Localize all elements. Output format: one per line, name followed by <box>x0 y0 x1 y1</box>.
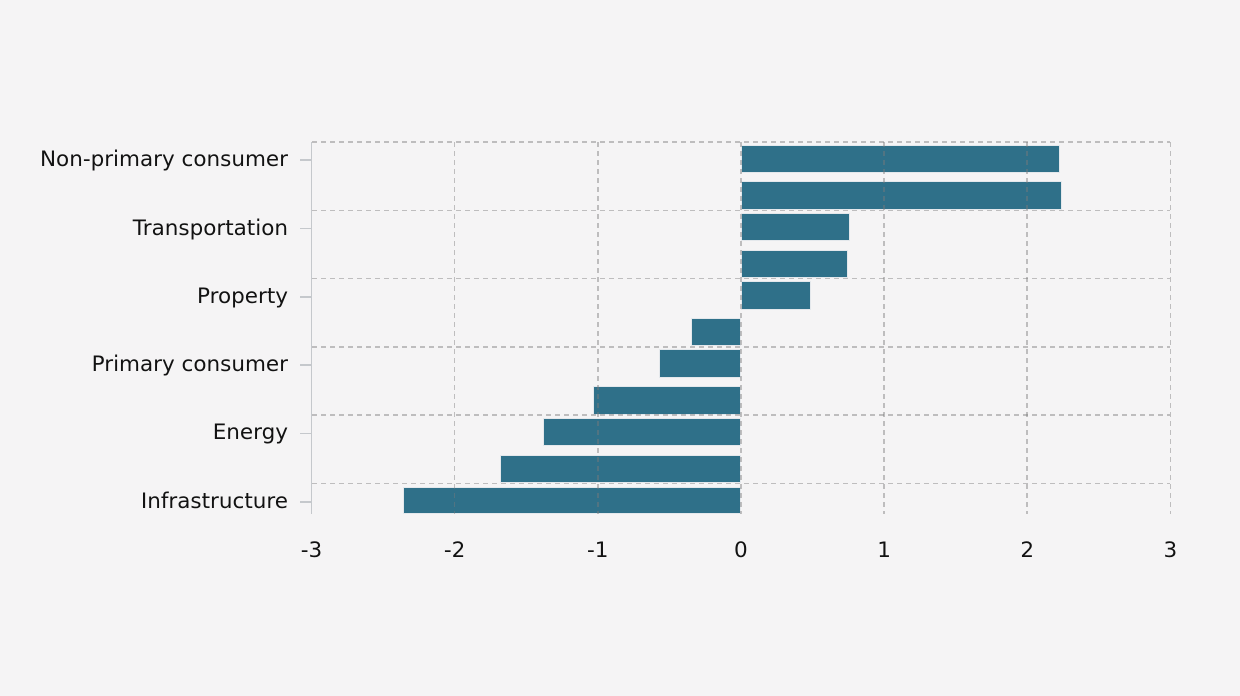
vertical-gridline <box>1169 142 1172 514</box>
bar-segment <box>740 181 1062 210</box>
bar-segment <box>403 486 741 515</box>
vertical-gridline <box>453 142 456 514</box>
bar-segment <box>659 349 741 378</box>
bar-segment <box>593 386 741 415</box>
horizontal-gridline <box>311 141 1171 143</box>
bar-segment <box>740 212 850 242</box>
y-axis-tick <box>299 500 312 503</box>
x-tick-label: 0 <box>734 538 748 563</box>
x-tick-label: 1 <box>877 538 891 563</box>
vertical-gridline <box>596 142 599 514</box>
category-label: Infrastructure <box>140 488 288 514</box>
x-tick-label: -1 <box>587 538 609 563</box>
y-axis-tick <box>299 432 312 435</box>
category-label: Property <box>197 283 288 309</box>
y-axis-tick <box>299 364 312 366</box>
vertical-gridline <box>1026 142 1028 514</box>
horizontal-gridline <box>311 346 1171 348</box>
bar-segment <box>543 417 741 447</box>
category-label: Non-primary consumer <box>39 147 288 173</box>
y-axis-tick <box>299 295 312 298</box>
y-axis-tick <box>299 227 312 230</box>
x-tick-label: 2 <box>1020 538 1034 563</box>
bar-segment <box>740 281 812 310</box>
horizontal-gridline <box>311 277 1171 280</box>
bar-segment <box>740 249 849 279</box>
y-axis-spine <box>310 142 313 514</box>
vertical-gridline <box>740 142 742 514</box>
x-tick-label: -3 <box>300 538 323 563</box>
y-axis-tick <box>299 159 312 162</box>
horizontal-gridline <box>311 414 1171 416</box>
category-label: Energy <box>212 420 288 446</box>
x-tick-label: 3 <box>1163 538 1178 563</box>
horizontal-gridline <box>311 482 1171 485</box>
vertical-gridline <box>883 142 885 514</box>
category-label: Primary consumer <box>91 352 288 378</box>
bar-segment <box>690 317 741 347</box>
bar-segment <box>500 454 741 484</box>
bar-segment <box>740 144 1061 174</box>
category-label: Transportation <box>132 215 288 241</box>
horizontal-gridline <box>311 209 1171 212</box>
x-tick-label: -2 <box>443 538 466 563</box>
